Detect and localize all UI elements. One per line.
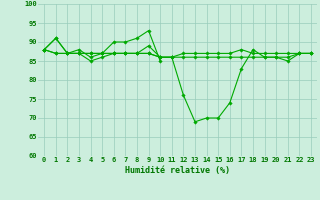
X-axis label: Humidité relative (%): Humidité relative (%) bbox=[125, 166, 230, 175]
